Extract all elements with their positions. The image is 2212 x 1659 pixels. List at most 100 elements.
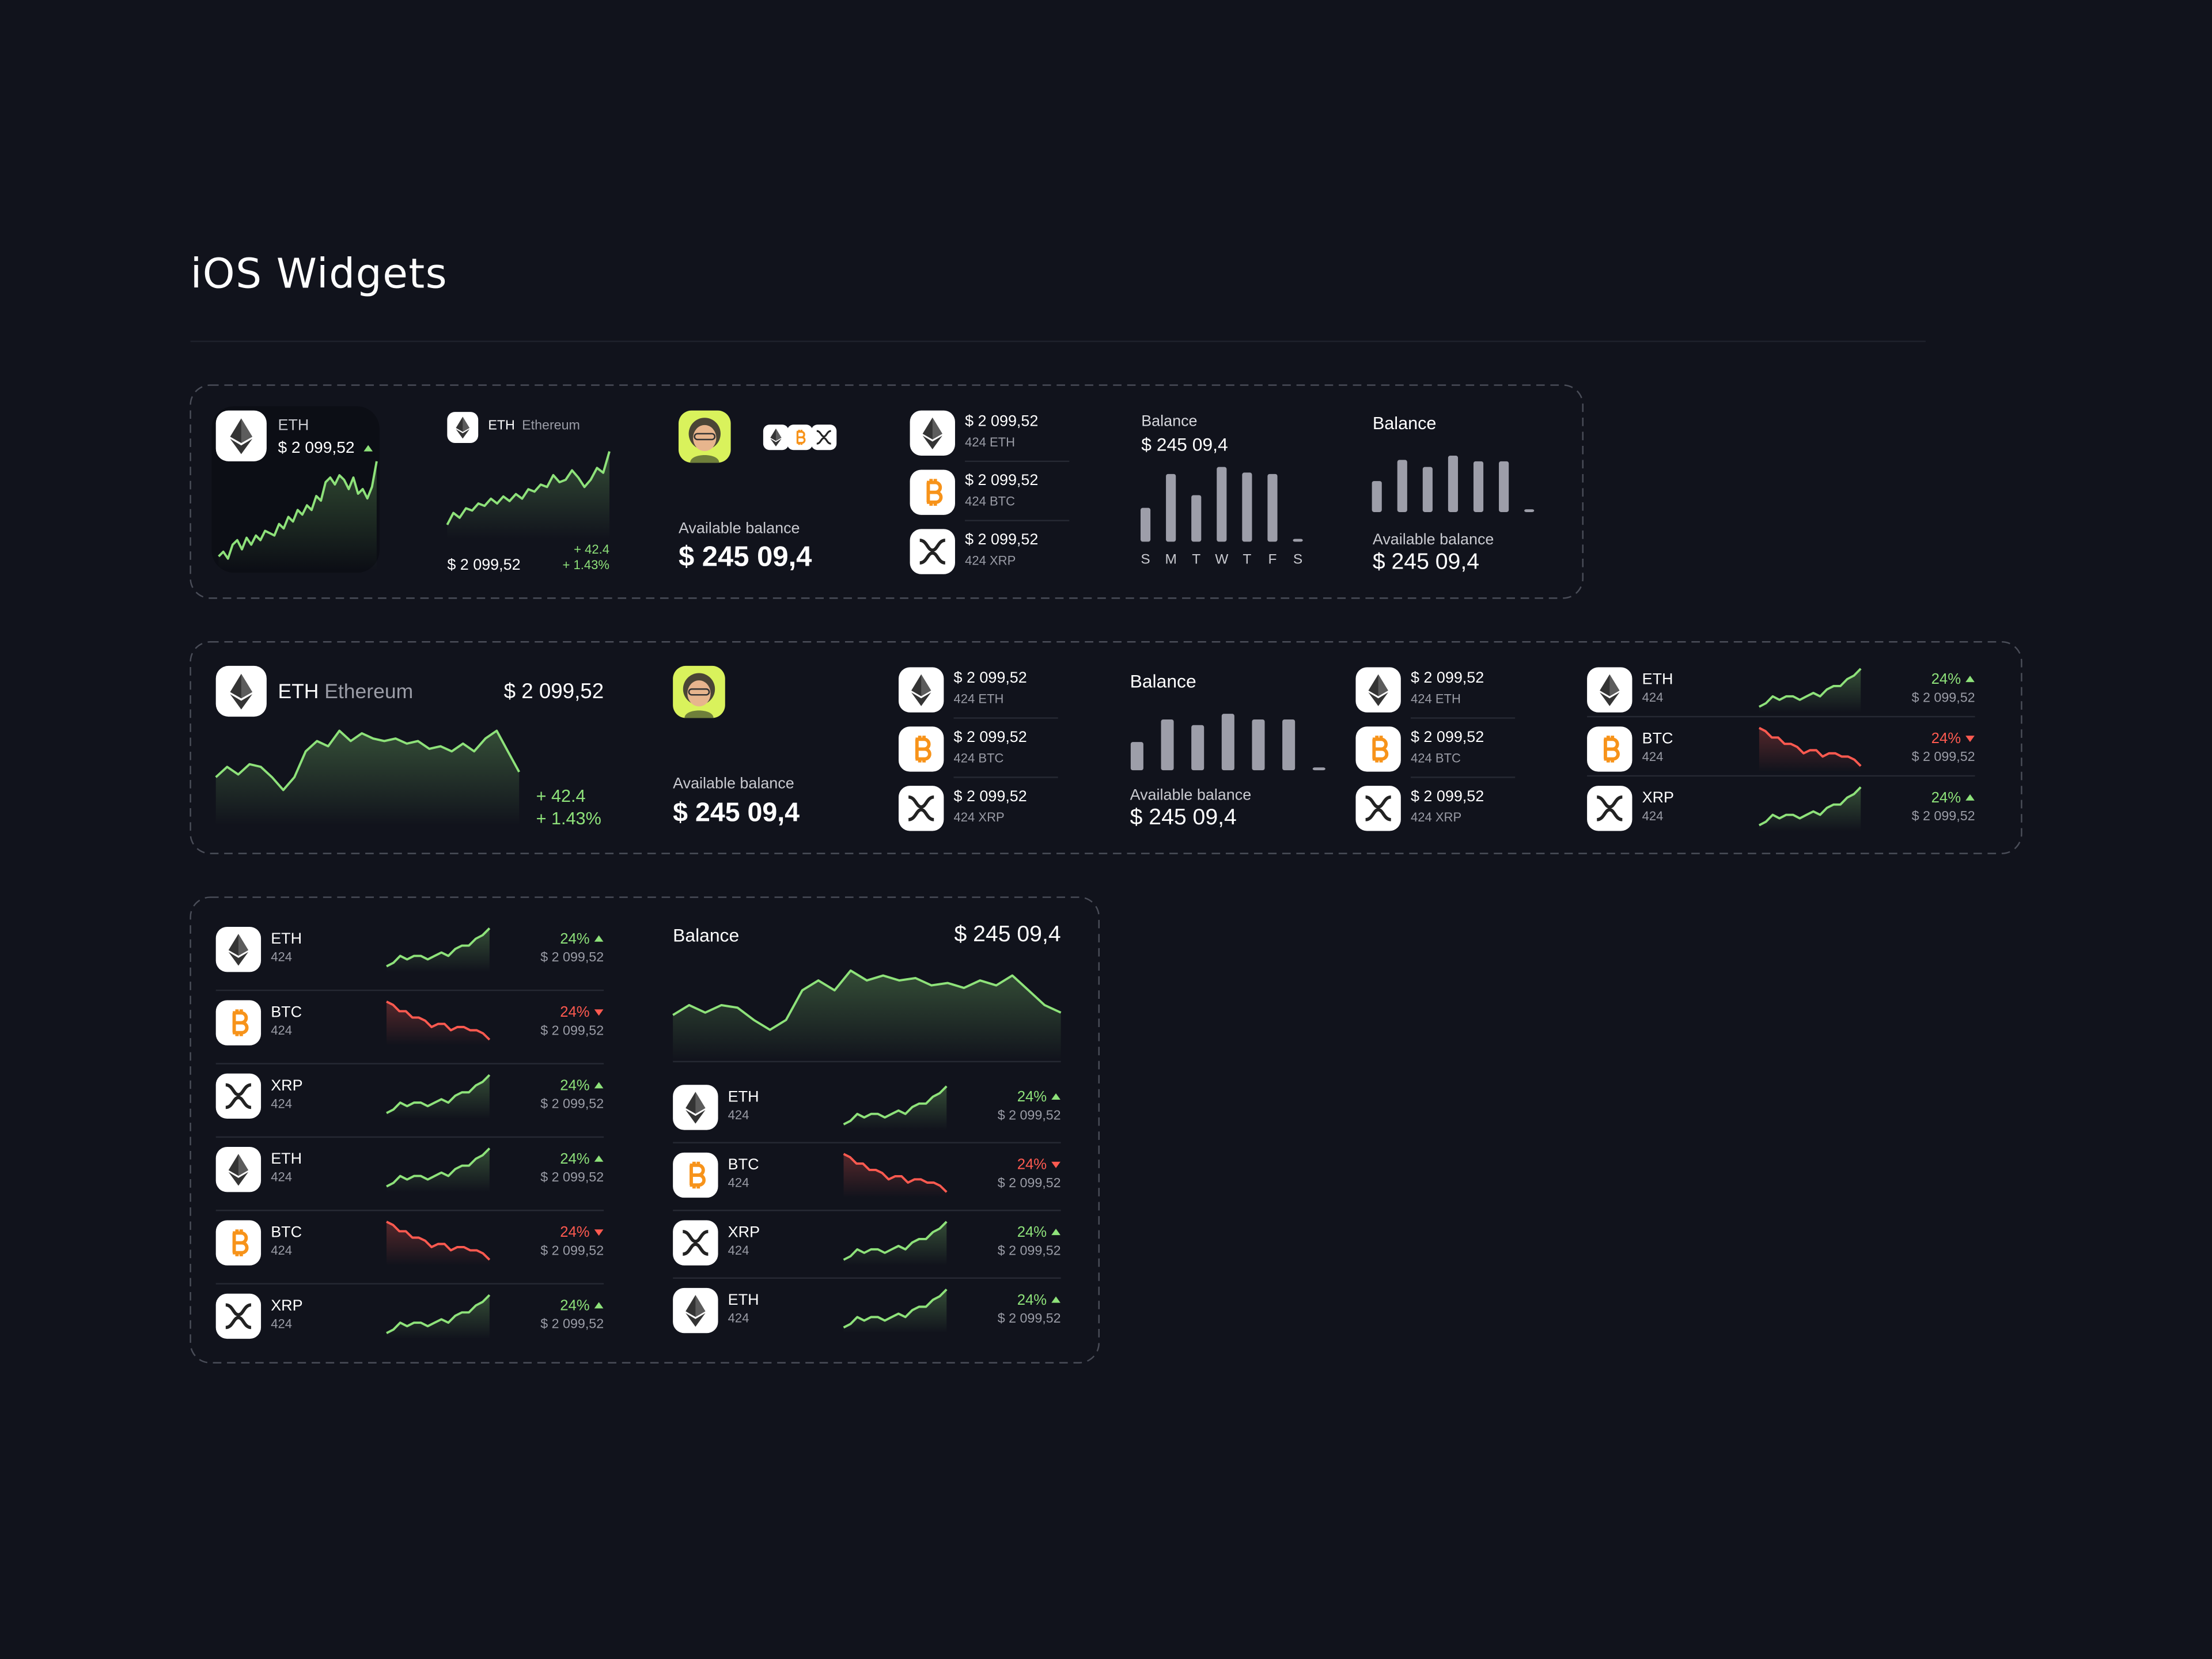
- bar: [1422, 467, 1433, 512]
- sparkline: [386, 927, 491, 968]
- price: $ 2 099,52: [1912, 808, 1975, 823]
- avatar: [673, 665, 725, 718]
- day-label: T: [1192, 552, 1200, 567]
- icon-glyph: [796, 430, 806, 445]
- price: $ 2 099,52: [965, 471, 1038, 488]
- label: Ethereum: [522, 418, 580, 433]
- trend-arrow: [594, 1082, 604, 1089]
- icon-glyph: [230, 438, 253, 454]
- icon-glyph: [232, 1009, 249, 1036]
- avatar-glasses: [688, 688, 710, 696]
- trend-arrow: [1965, 736, 1975, 743]
- bar: [1166, 474, 1176, 542]
- coin-icon: [899, 786, 944, 831]
- bar: [1191, 725, 1205, 771]
- sparkline: [1758, 668, 1862, 708]
- coin-icon: [215, 1220, 262, 1266]
- label: Ethereum: [324, 680, 413, 703]
- trend-arrow: [1965, 676, 1975, 683]
- label: $ 2 099,52: [504, 679, 604, 703]
- coin-icon: [215, 1073, 262, 1119]
- icon-glyph: [228, 1172, 249, 1186]
- coin-icon: [447, 412, 479, 443]
- sparkline-area: [387, 1148, 490, 1192]
- coin-icon: [1587, 667, 1633, 713]
- coin-symbol: ETH: [728, 1291, 759, 1308]
- page-title: iOS Widgets: [191, 250, 448, 298]
- icon-glyph: [1378, 674, 1388, 696]
- price: $ 2 099,52: [1912, 690, 1975, 704]
- bar: [1448, 456, 1459, 512]
- label: Available balance: [673, 775, 794, 792]
- label: + 42.4: [536, 786, 586, 806]
- sparkline-area: [1759, 728, 1861, 772]
- coin-count: 424: [1642, 809, 1664, 823]
- day-label: F: [1268, 552, 1277, 567]
- icon-glyph: [816, 430, 831, 445]
- bar: [1499, 461, 1509, 512]
- trend-arrow: [594, 935, 604, 942]
- avatar-face: [687, 680, 711, 707]
- widget-panel: [190, 896, 1100, 1363]
- icon-glyph: [228, 952, 249, 966]
- trend-arrow: [594, 1302, 604, 1309]
- icon-glyph: [1604, 736, 1620, 763]
- icon-glyph: [456, 429, 470, 439]
- coin-count: 424: [271, 1243, 292, 1257]
- coin-symbol: BTC: [271, 1224, 302, 1241]
- coin-icon: [673, 1085, 718, 1130]
- sparkline: [843, 1221, 948, 1261]
- sparkline: [215, 729, 520, 791]
- coin-icon: [910, 529, 955, 574]
- icon-glyph: [1365, 795, 1392, 821]
- coin-count: 424: [271, 1316, 292, 1331]
- sparkline-area: [218, 461, 377, 570]
- price: $ 2 099,52: [540, 949, 604, 964]
- icon-glyph: [1372, 736, 1389, 763]
- coin-icon: [215, 1000, 262, 1046]
- price: $ 2 099,52: [1411, 728, 1484, 745]
- avatar-glasses: [694, 433, 716, 441]
- price: $ 2 099,52: [540, 1022, 604, 1037]
- bar: [1293, 539, 1303, 542]
- avatar-body: [684, 710, 714, 718]
- icon-glyph: [695, 1092, 706, 1114]
- coin-symbol: XRP: [271, 1297, 302, 1314]
- icon-glyph: [1596, 795, 1623, 821]
- coin-symbol: BTC: [728, 1156, 759, 1173]
- amount: 424 XRP: [954, 810, 1005, 824]
- avatar-face: [693, 425, 717, 452]
- coin-symbol: ETH: [728, 1088, 759, 1105]
- amount: 424 BTC: [1411, 751, 1461, 765]
- coin-icon: [215, 410, 267, 461]
- price: $ 2 099,52: [540, 1169, 604, 1184]
- amount: 424 ETH: [1411, 692, 1461, 706]
- bar: [1130, 742, 1143, 771]
- sparkline-area: [387, 928, 490, 972]
- bar: [1161, 719, 1174, 771]
- icon-glyph: [463, 416, 470, 432]
- coin-icon: [899, 726, 944, 772]
- coin-count: 424: [728, 1108, 749, 1122]
- price: $ 2 099,52: [998, 1107, 1061, 1122]
- sparkline: [386, 1221, 491, 1261]
- price: $ 2 099,52: [998, 1175, 1061, 1190]
- change: 24%: [560, 1004, 589, 1020]
- label: $ 2 099,52: [447, 556, 520, 573]
- sparkline: [386, 1074, 491, 1114]
- trend-arrow: [594, 1229, 604, 1236]
- coin-count: 424: [728, 1311, 749, 1325]
- coin-icon: [215, 1147, 262, 1192]
- coin-count: 424: [728, 1176, 749, 1190]
- sparkline-area: [843, 1154, 947, 1198]
- coin-count: 424: [271, 1023, 292, 1037]
- trend-arrow: [1051, 1093, 1060, 1100]
- price: $ 2 099,52: [954, 787, 1027, 805]
- label: Available balance: [1130, 786, 1252, 803]
- coin-symbol: ETH: [1642, 671, 1673, 688]
- sparkline-area: [387, 1221, 490, 1266]
- icon-glyph: [690, 1161, 706, 1189]
- coin-icon: [673, 1152, 718, 1198]
